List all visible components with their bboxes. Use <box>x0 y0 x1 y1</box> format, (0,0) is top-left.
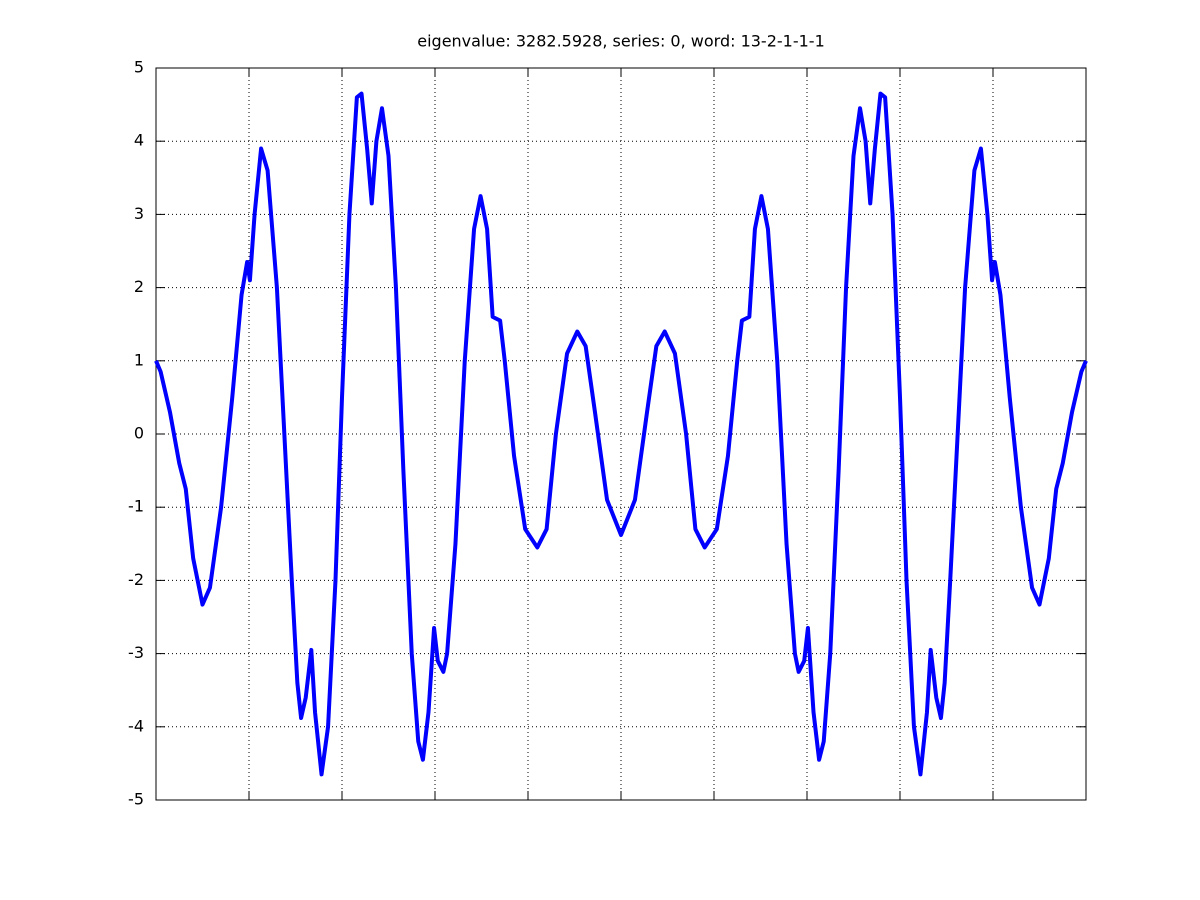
y-tick-label: 4 <box>134 131 144 150</box>
y-tick-label: -1 <box>128 497 144 516</box>
chart-title: eigenvalue: 3282.5928, series: 0, word: … <box>417 32 825 51</box>
y-tick-label: 1 <box>134 350 144 369</box>
y-tick-label: -3 <box>128 643 144 662</box>
y-tick-label: -4 <box>128 716 144 735</box>
y-tick-label: -5 <box>128 790 144 809</box>
plot-frame <box>155 67 1087 801</box>
y-tick-label: -2 <box>128 570 144 589</box>
y-tick-label: 2 <box>134 277 144 296</box>
y-tick-label: 3 <box>134 204 144 223</box>
y-tick-label: 0 <box>134 424 144 443</box>
y-tick-label: 5 <box>134 58 144 77</box>
data-line <box>154 91 1088 777</box>
